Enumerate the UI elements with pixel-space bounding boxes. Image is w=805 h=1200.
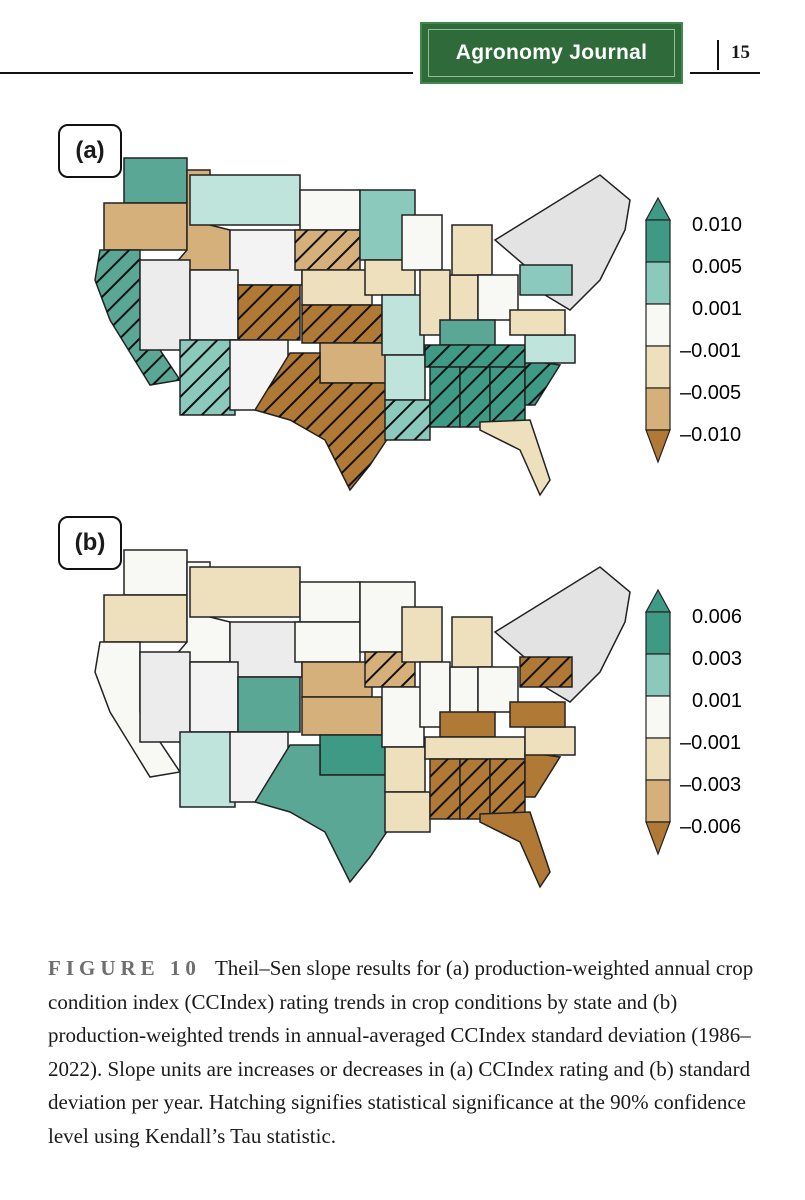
legend-a-label-0: 0.010 [692, 214, 742, 236]
legend-a-label-5: –0.010 [680, 424, 741, 446]
figure-label: FIGURE 10 [48, 956, 201, 980]
state-mi [451, 224, 493, 276]
state-wa [123, 157, 188, 204]
state-va-b [509, 701, 566, 728]
legend-b-label-3: –0.001 [680, 732, 741, 754]
state-shapes-b [94, 549, 631, 889]
state-ky [439, 319, 496, 346]
legend-b-label-1: 0.003 [692, 648, 742, 670]
legend-a: 0.010 0.005 0.001 –0.001 –0.005 –0.010 [644, 196, 742, 464]
legend-b: 0.006 0.003 0.001 –0.001 –0.003 –0.006 [644, 588, 742, 856]
state-nc [524, 334, 576, 364]
journal-title: Agronomy Journal [428, 29, 675, 77]
page-number-divider [717, 40, 719, 70]
legend-b-label-2: 0.001 [692, 690, 742, 712]
state-mt [189, 174, 301, 226]
state-tx-b [253, 744, 401, 884]
legend-a-label-2: 0.001 [692, 298, 742, 320]
state-fl-b [479, 811, 551, 889]
state-shapes-a [94, 157, 631, 497]
state-ks-b [301, 696, 383, 736]
state-ar [384, 354, 426, 401]
state-ut-b [189, 661, 239, 733]
legend-a-label-4: –0.005 [680, 382, 741, 404]
caption-text: Theil–Sen slope results for (a) producti… [48, 956, 754, 1148]
state-sc-b [524, 751, 562, 798]
page-number: 15 [731, 42, 750, 63]
state-ok-b [319, 734, 391, 776]
state-nv-b [139, 651, 191, 743]
state-ky-b [439, 711, 496, 738]
state-ne [301, 269, 373, 306]
legend-b-label-5: –0.006 [680, 816, 741, 838]
state-mo-b [381, 686, 425, 748]
state-wa-b [123, 549, 188, 596]
state-or-b [103, 594, 188, 643]
state-tn-b [424, 736, 526, 760]
figure-caption: FIGURE 10 Theil–Sen slope results for (a)… [48, 952, 764, 1153]
legend-b-label-0: 0.006 [692, 606, 742, 628]
state-co-b [237, 676, 301, 733]
state-nd-b [299, 581, 361, 623]
state-az-b [179, 731, 236, 808]
state-nv [139, 259, 191, 351]
journal-badge: Agronomy Journal [420, 22, 683, 84]
state-nc-b [524, 726, 576, 756]
state-ut [189, 269, 239, 341]
state-ne-b [301, 661, 373, 698]
panel-label-a: (a) [58, 124, 122, 178]
legend-a-label-3: –0.001 [680, 340, 741, 362]
header-rule-right [690, 72, 760, 74]
figure-panel-b: (b) [40, 512, 780, 902]
state-ok [319, 342, 391, 384]
state-il-b [419, 661, 451, 728]
state-mi-b [451, 616, 493, 668]
state-mo [381, 294, 425, 356]
state-or [103, 202, 188, 251]
state-wy-b [229, 621, 303, 678]
state-mt-b [189, 566, 301, 618]
panel-label-b: (b) [58, 516, 122, 570]
legend-b-label-4: –0.003 [680, 774, 741, 796]
state-sd-b [294, 621, 361, 663]
legend-a-label-1: 0.005 [692, 256, 742, 278]
state-wi [401, 214, 443, 271]
state-wi-b [401, 606, 443, 663]
map-panel-a: 0.010 0.005 0.001 –0.001 –0.005 –0.010 [94, 157, 742, 497]
state-pa [519, 264, 573, 296]
state-fl [479, 419, 551, 497]
state-la-b [384, 791, 431, 833]
header-rule-left [0, 72, 413, 74]
state-va [509, 309, 566, 336]
figure-panel-a: (a) [40, 120, 780, 510]
map-panel-b: 0.006 0.003 0.001 –0.001 –0.003 –0.006 [94, 549, 742, 889]
state-wy [229, 229, 303, 286]
state-ar-b [384, 746, 426, 793]
state-nd [299, 189, 361, 231]
